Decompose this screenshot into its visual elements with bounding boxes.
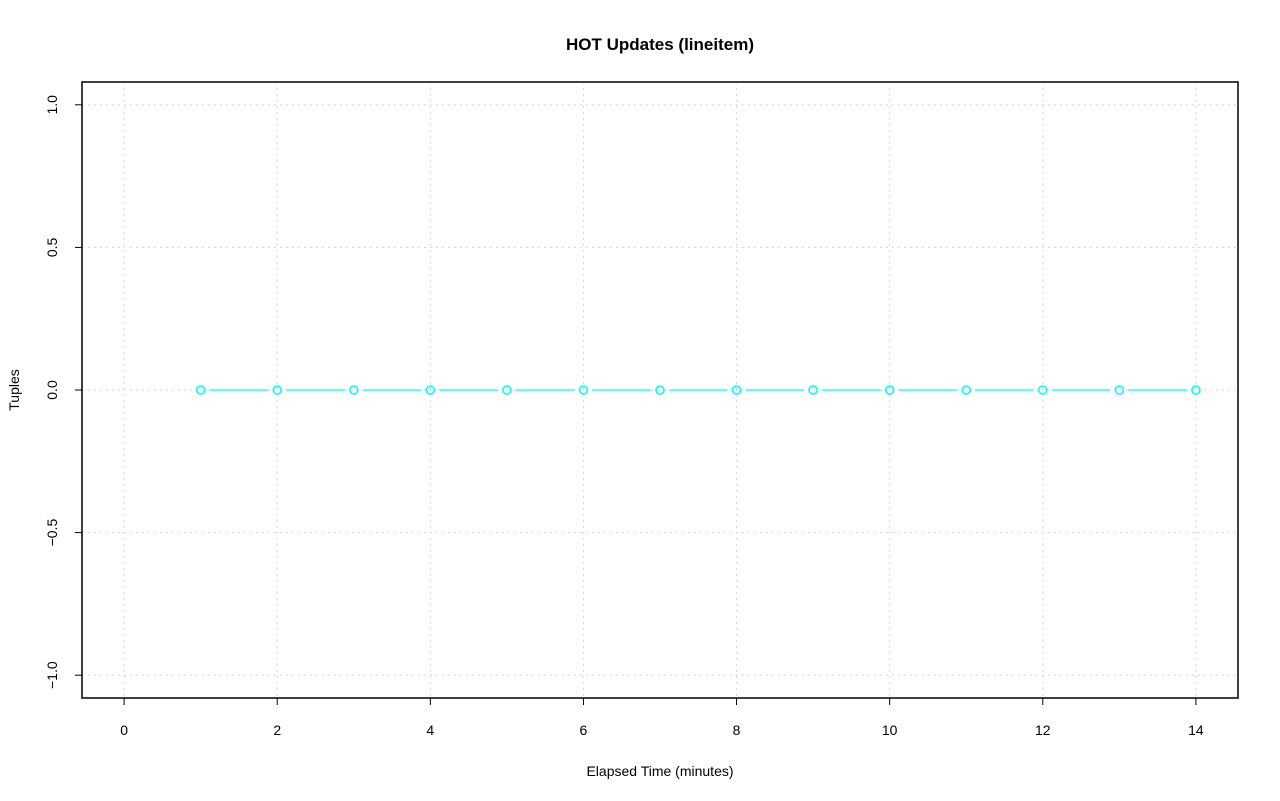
y-tick-label: 1.0: [44, 95, 60, 115]
y-tick-label: −1.0: [44, 661, 60, 689]
y-tick-label: 0.5: [44, 237, 60, 257]
data-point: [961, 385, 972, 395]
y-axis-label: Tuples: [6, 369, 22, 411]
chart-title: HOT Updates (lineitem): [566, 35, 754, 54]
data-point: [1037, 385, 1048, 395]
data-point: [502, 385, 512, 395]
y-tick-label: 0.0: [44, 380, 60, 400]
x-tick-label: 8: [733, 722, 741, 738]
grid: [82, 82, 1238, 698]
data-point: [425, 385, 436, 395]
series: [195, 385, 1201, 395]
data-point: [731, 385, 742, 395]
x-tick-label: 10: [882, 722, 898, 738]
data-point: [1191, 385, 1201, 395]
data-point: [808, 385, 818, 395]
data-point: [348, 385, 359, 395]
x-tick-label: 0: [120, 722, 128, 738]
x-tick-label: 4: [426, 722, 434, 738]
x-tick-label: 14: [1188, 722, 1204, 738]
y-tick-label: −0.5: [44, 519, 60, 547]
data-point: [272, 385, 283, 395]
data-point: [884, 385, 895, 395]
x-tick-label: 12: [1035, 722, 1051, 738]
x-axis-label: Elapsed Time (minutes): [586, 763, 733, 779]
data-point: [195, 385, 206, 395]
data-point: [1114, 385, 1125, 395]
x-tick-label: 6: [580, 722, 588, 738]
data-point: [578, 385, 589, 395]
x-tick-label: 2: [273, 722, 281, 738]
axes: 0 2 4 6 8 10 12 14 −1.0 −0.5 0.0 0.5 1.0: [44, 95, 1204, 738]
data-point: [655, 385, 665, 395]
